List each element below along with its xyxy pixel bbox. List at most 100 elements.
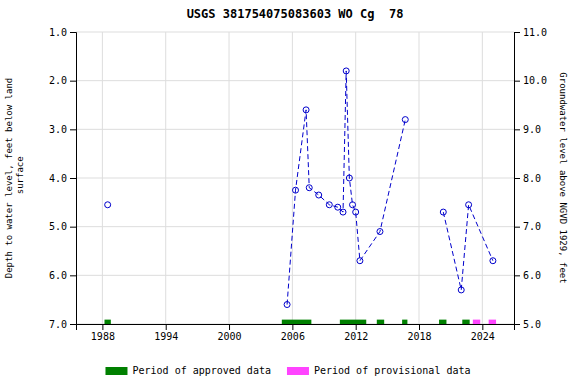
y2-axis-tick-mark: [514, 275, 520, 276]
legend-label: Period of approved data: [132, 365, 270, 376]
x-axis-tick: 2018: [407, 324, 431, 342]
x-axis-tick-label: 2000: [217, 331, 241, 342]
data-point: [284, 302, 290, 308]
y2-axis-tick-label: 10.0: [523, 75, 547, 86]
y2-axis-tick-label: 7.0: [523, 221, 541, 232]
series-line: [443, 205, 493, 290]
y2-axis-tick-label: 11.0: [523, 27, 547, 38]
plot-area: 19881994200020062012201820241.02.03.04.0…: [4, 27, 568, 342]
y2-axis-tick-mark: [514, 227, 520, 228]
data-point: [357, 258, 363, 264]
x-axis-tick-mark: [482, 324, 483, 330]
y-axis-tick-mark: [70, 32, 76, 33]
legend-item: Period of approved data: [105, 365, 270, 376]
period-bar: [489, 320, 496, 324]
y-axis-tick-mark: [70, 81, 76, 82]
series-line: [287, 71, 405, 305]
y2-axis-line: [515, 33, 521, 325]
y-axis-tick-label: 4.0: [49, 173, 67, 184]
y2-axis-tick-mark: [514, 81, 520, 82]
y2-axis-tick-mark: [514, 129, 520, 130]
grid-line-y: [76, 129, 514, 130]
y-axis-tick-mark: [70, 275, 76, 276]
x-axis-tick-mark: [292, 324, 293, 330]
y-axis-tick-mark: [70, 227, 76, 228]
data-point: [326, 202, 332, 208]
x-axis-tick-mark: [229, 324, 230, 330]
data-point: [316, 192, 322, 198]
data-point: [343, 68, 349, 74]
period-bar: [462, 320, 469, 324]
legend: Period of approved data Period of provisi…: [105, 365, 470, 376]
x-axis: 1988199420002006201220182024: [77, 324, 515, 342]
data-point: [377, 229, 383, 235]
grid-line-y: [76, 275, 514, 276]
y2-axis-tick: 11.0: [514, 27, 547, 38]
y2-axis: 5.06.07.08.09.010.011.0: [514, 27, 547, 330]
y-axis-tick: 2.0: [49, 75, 76, 86]
chart: 19881994200020062012201820241.02.03.04.0…: [0, 0, 576, 384]
y2-axis-tick: 9.0: [514, 124, 541, 135]
x-axis-tick: 2006: [281, 324, 305, 342]
x-axis-tick: 1994: [154, 324, 178, 342]
y-axis-tick-mark: [70, 178, 76, 179]
x-axis-tick-label: 2018: [407, 331, 431, 342]
data-point: [303, 107, 309, 113]
y-axis-tick: 4.0: [49, 173, 76, 184]
data-point: [335, 204, 341, 210]
legend-swatch: [105, 367, 127, 375]
y-axis-line: [70, 33, 77, 325]
y2-axis-tick-mark: [514, 324, 520, 325]
data-point: [466, 202, 472, 208]
data-point: [440, 209, 446, 215]
marks: [104, 68, 496, 324]
data-point: [402, 117, 408, 123]
y-axis-tick-label: 3.0: [49, 124, 67, 135]
y-axis-tick: 6.0: [49, 270, 76, 281]
y-axis-tick-mark: [70, 129, 76, 130]
y2-axis-tick-mark: [514, 178, 520, 179]
data-point: [458, 287, 464, 293]
legend-item: Period of provisional data: [287, 365, 471, 376]
x-axis-tick-mark: [102, 324, 103, 330]
data-point: [340, 209, 346, 215]
legend-label: Period of provisional data: [314, 365, 471, 376]
x-axis-tick-mark: [419, 324, 420, 330]
y2-axis-tick-label: 5.0: [523, 319, 541, 330]
x-axis-tick-label: 2006: [281, 331, 305, 342]
x-axis-tick: 2012: [344, 324, 368, 342]
x-axis-tick-label: 1994: [154, 331, 178, 342]
y2-axis-tick-label: 9.0: [523, 124, 541, 135]
grid: [76, 32, 514, 324]
y-axis-tick: 3.0: [49, 124, 76, 135]
grid-line-y: [76, 226, 514, 227]
x-axis-line: [77, 325, 515, 331]
chart-title: USGS 381754075083603 WO Cg 78: [187, 7, 404, 21]
data-point: [105, 202, 111, 208]
y-axis: 1.0 2.0 3.0 4.0 5.0 6.0 7.0: [49, 27, 77, 330]
y2-axis-tick-label: 6.0: [523, 270, 541, 281]
y2-axis-tick-mark: [514, 32, 520, 33]
x-axis-tick: 2000: [217, 324, 241, 342]
y2-axis-tick: 6.0: [514, 270, 541, 281]
data-point: [490, 258, 496, 264]
grid-line-y: [76, 32, 514, 33]
y-axis-tick-label: 1.0: [49, 27, 67, 38]
data-point: [293, 187, 299, 193]
period-bar: [473, 320, 480, 324]
y2-axis-tick: 7.0: [514, 221, 541, 232]
period-bar: [104, 320, 110, 324]
x-axis-tick: 1988: [91, 324, 115, 342]
grid-line-y: [76, 80, 514, 81]
x-axis-tick-mark: [356, 324, 357, 330]
y-axis-tick: 7.0: [49, 319, 76, 330]
period-bar: [439, 320, 446, 324]
period-bar: [340, 320, 366, 324]
y-axis-tick-label: 7.0: [49, 319, 67, 330]
x-axis-tick-label: 1988: [91, 331, 115, 342]
y-axis-tick-mark: [70, 324, 76, 325]
y2-axis-tick: 10.0: [514, 75, 547, 86]
y-axis-tick: 1.0: [49, 27, 76, 38]
y-axis-tick: 5.0: [49, 221, 76, 232]
y-axis-title-line: Depth to water level, feet below land: [4, 78, 14, 278]
